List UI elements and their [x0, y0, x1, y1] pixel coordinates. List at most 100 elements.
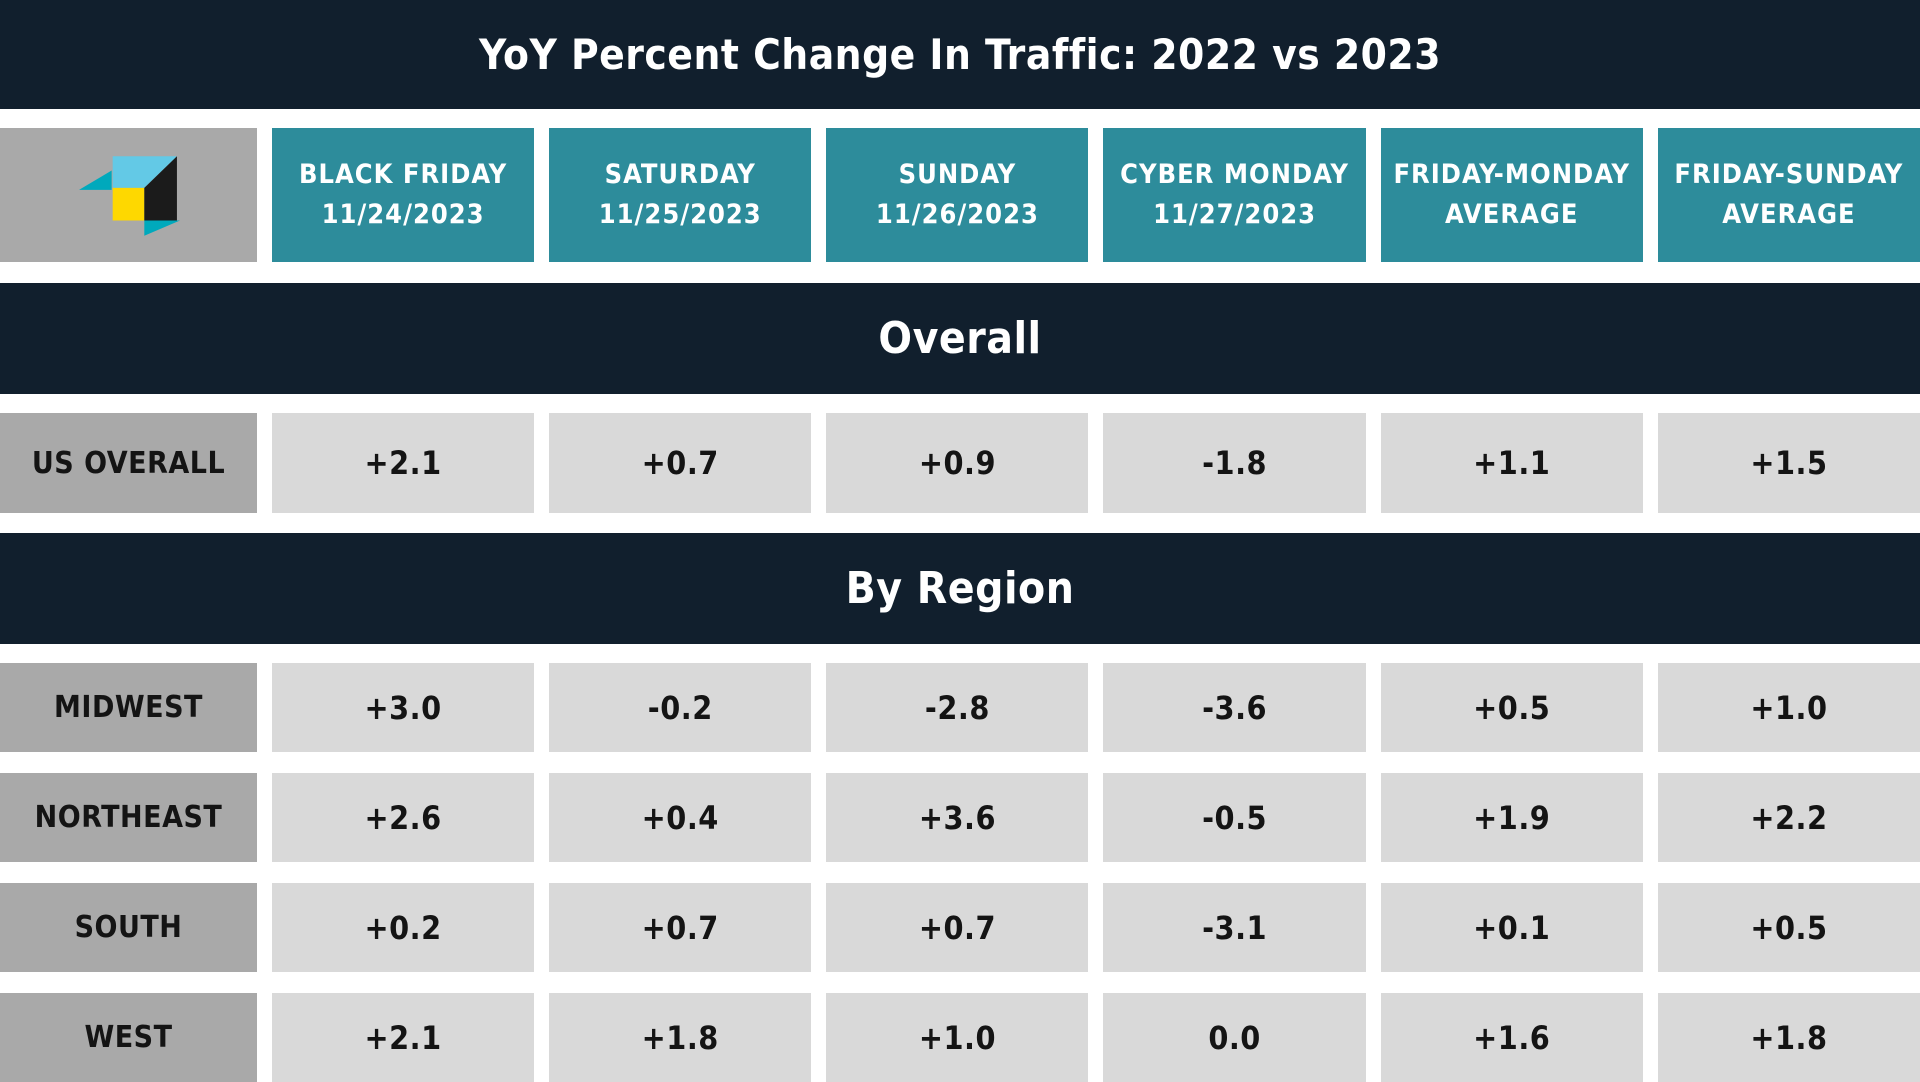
- row-label-text: MIDWEST: [54, 690, 203, 725]
- value-text: -2.8: [924, 688, 990, 727]
- value-cell-saturday: -0.2: [549, 663, 812, 752]
- value-cell-black-friday: +3.0: [272, 663, 535, 752]
- value-cell-black-friday: +2.1: [272, 413, 535, 513]
- value-cell-friday-monday-average: +1.6: [1380, 993, 1643, 1082]
- value-text: -1.8: [1202, 444, 1268, 482]
- value-cell-sunday: +0.9: [826, 413, 1089, 513]
- value-cell-friday-sunday-average: +2.2: [1657, 773, 1920, 862]
- value-cell-saturday: +0.7: [549, 413, 812, 513]
- value-text: +0.7: [918, 908, 996, 947]
- table-row-midwest: MIDWEST +3.0 -0.2 -2.8 -3.6 +0.5 +1.0: [0, 663, 1920, 752]
- value-text: +1.6: [1473, 1018, 1551, 1057]
- value-text: +1.1: [1473, 444, 1551, 482]
- value-cell-sunday: -2.8: [826, 663, 1089, 752]
- section-heading-text: Overall: [878, 313, 1042, 364]
- value-text: +2.2: [1750, 798, 1828, 837]
- value-text: +1.0: [1750, 688, 1828, 727]
- value-text: +3.0: [364, 688, 442, 727]
- value-text: +0.7: [641, 908, 719, 947]
- value-text: +0.5: [1473, 688, 1551, 727]
- column-sublabel: AVERAGE: [1722, 199, 1856, 230]
- column-label: SUNDAY: [898, 158, 1017, 190]
- section-heading-by-region: By Region: [0, 533, 1920, 644]
- column-header-saturday: SATURDAY 11/25/2023: [549, 128, 812, 262]
- value-text: -0.5: [1202, 798, 1268, 837]
- value-text: -3.6: [1202, 688, 1268, 727]
- column-sublabel: AVERAGE: [1445, 199, 1579, 230]
- section-heading-text: By Region: [845, 563, 1075, 614]
- value-text: +1.8: [1750, 1018, 1828, 1057]
- value-cell-friday-monday-average: +0.5: [1380, 663, 1643, 752]
- value-cell-cyber-monday: -3.6: [1103, 663, 1366, 752]
- value-cell-friday-sunday-average: +1.8: [1657, 993, 1920, 1082]
- value-cell-black-friday: +2.6: [272, 773, 535, 862]
- column-header-cyber-monday: CYBER MONDAY 11/27/2023: [1103, 128, 1366, 262]
- row-label-text: WEST: [84, 1020, 173, 1055]
- value-cell-black-friday: +0.2: [272, 883, 535, 972]
- value-cell-saturday: +1.8: [549, 993, 812, 1082]
- column-sublabel: 11/26/2023: [875, 199, 1039, 230]
- column-label: SATURDAY: [604, 158, 756, 190]
- value-cell-cyber-monday: -1.8: [1103, 413, 1366, 513]
- value-text: +3.6: [918, 798, 996, 837]
- value-cell-friday-sunday-average: +0.5: [1657, 883, 1920, 972]
- value-cell-black-friday: +2.1: [272, 993, 535, 1082]
- value-cell-saturday: +0.4: [549, 773, 812, 862]
- section-heading-overall: Overall: [0, 283, 1920, 394]
- column-sublabel: 11/25/2023: [598, 199, 762, 230]
- table-row-northeast: NORTHEAST +2.6 +0.4 +3.6 -0.5 +1.9 +2.2: [0, 773, 1920, 862]
- value-text: 0.0: [1208, 1018, 1261, 1057]
- value-cell-friday-monday-average: +1.1: [1380, 413, 1643, 513]
- column-header-friday-sunday-average: FRIDAY-SUNDAY AVERAGE: [1657, 128, 1920, 262]
- value-cell-sunday: +1.0: [826, 993, 1089, 1082]
- value-cell-cyber-monday: -3.1: [1103, 883, 1366, 972]
- value-text: -3.1: [1202, 908, 1268, 947]
- row-label-text: SOUTH: [74, 910, 183, 945]
- brand-logo-icon: [78, 156, 180, 236]
- value-text: +2.1: [364, 1018, 442, 1057]
- row-label-text: NORTHEAST: [34, 800, 223, 835]
- value-cell-sunday: +0.7: [826, 883, 1089, 972]
- value-cell-friday-sunday-average: +1.0: [1657, 663, 1920, 752]
- value-text: +0.1: [1473, 908, 1551, 947]
- column-header-black-friday: BLACK FRIDAY 11/24/2023: [272, 128, 535, 262]
- value-text: +0.9: [918, 444, 996, 482]
- value-cell-friday-monday-average: +0.1: [1380, 883, 1643, 972]
- title-band: YoY Percent Change In Traffic: 2022 vs 2…: [0, 0, 1920, 109]
- column-label: BLACK FRIDAY: [298, 158, 508, 190]
- row-label: SOUTH: [0, 883, 257, 972]
- value-cell-cyber-monday: 0.0: [1103, 993, 1366, 1082]
- column-sublabel: 11/24/2023: [321, 199, 485, 230]
- value-text: +0.5: [1750, 908, 1828, 947]
- value-text: -0.2: [647, 688, 713, 727]
- value-cell-saturday: +0.7: [549, 883, 812, 972]
- row-label: NORTHEAST: [0, 773, 257, 862]
- page-title: YoY Percent Change In Traffic: 2022 vs 2…: [478, 30, 1442, 79]
- header-row: BLACK FRIDAY 11/24/2023 SATURDAY 11/25/2…: [0, 128, 1920, 262]
- value-cell-cyber-monday: -0.5: [1103, 773, 1366, 862]
- value-text: +1.5: [1750, 444, 1828, 482]
- row-label: US OVERALL: [0, 413, 257, 513]
- logo-cell: [0, 128, 257, 262]
- value-text: +1.0: [918, 1018, 996, 1057]
- column-label: FRIDAY-SUNDAY: [1674, 158, 1904, 190]
- value-text: +2.6: [364, 798, 442, 837]
- column-header-friday-monday-average: FRIDAY-MONDAY AVERAGE: [1380, 128, 1643, 262]
- table-row-south: SOUTH +0.2 +0.7 +0.7 -3.1 +0.1 +0.5: [0, 883, 1920, 972]
- value-cell-friday-sunday-average: +1.5: [1657, 413, 1920, 513]
- value-cell-sunday: +3.6: [826, 773, 1089, 862]
- value-text: +1.8: [641, 1018, 719, 1057]
- row-label-text: US OVERALL: [31, 445, 226, 481]
- value-cell-friday-monday-average: +1.9: [1380, 773, 1643, 862]
- column-label: CYBER MONDAY: [1120, 158, 1349, 190]
- value-text: +1.9: [1473, 798, 1551, 837]
- table-row-us-overall: US OVERALL +2.1 +0.7 +0.9 -1.8 +1.1 +1.5: [0, 413, 1920, 513]
- table-row-west: WEST +2.1 +1.8 +1.0 0.0 +1.6 +1.8: [0, 993, 1920, 1082]
- column-header-sunday: SUNDAY 11/26/2023: [826, 128, 1089, 262]
- column-label: FRIDAY-MONDAY: [1393, 158, 1631, 190]
- value-text: +0.7: [641, 444, 719, 482]
- row-label: MIDWEST: [0, 663, 257, 752]
- value-text: +0.2: [364, 908, 442, 947]
- value-text: +0.4: [641, 798, 719, 837]
